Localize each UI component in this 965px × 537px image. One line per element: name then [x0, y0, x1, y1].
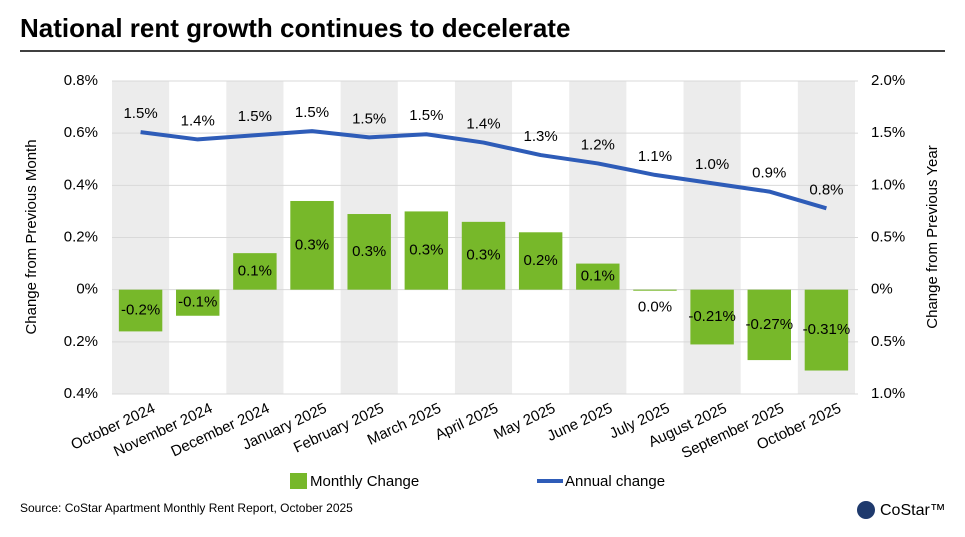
y-tick-label: 0.4% [64, 385, 98, 402]
line-value-label: 1.5% [295, 104, 329, 121]
y-tick-label: 0.2% [64, 333, 98, 350]
line-value-label: 1.4% [181, 112, 215, 129]
bar [233, 253, 277, 290]
x-tick-label: June 2025 [544, 400, 615, 445]
bar [747, 289, 791, 361]
y2-tick-label: 0.5% [871, 228, 905, 245]
logo-mark [857, 501, 875, 519]
line-value-label: 1.3% [524, 128, 558, 145]
legend-label: Monthly Change [310, 473, 419, 490]
line-value-label: 1.5% [123, 105, 157, 122]
line-value-label: 0.9% [752, 165, 786, 182]
bar-value-label: -0.2% [121, 302, 160, 319]
y2-tick-label: 0% [871, 281, 893, 298]
logo-text: CoStar™ [880, 502, 946, 519]
line-value-label: 1.5% [352, 110, 386, 127]
bar [176, 289, 220, 316]
source-note: Source: CoStar Apartment Monthly Rent Re… [20, 501, 353, 515]
y2-tick-label: 2.0% [871, 72, 905, 89]
y-axis-label: Change from Previous Month [23, 139, 40, 334]
chart-title: National rent growth continues to decele… [20, 13, 570, 43]
bar [290, 200, 334, 290]
bar-value-label: -0.21% [688, 308, 736, 325]
bar [804, 289, 849, 371]
bar-value-label: -0.1% [178, 294, 217, 311]
bar [404, 211, 449, 290]
bar-value-label: 0.3% [295, 236, 329, 253]
y-tick-label: 0.8% [64, 72, 98, 89]
line-value-label: 1.5% [238, 108, 272, 125]
y2-tick-label: 0.5% [871, 333, 905, 350]
bar-value-label: 0.3% [409, 242, 443, 259]
bar-value-label: 0.3% [352, 243, 386, 260]
line-value-label: 1.0% [695, 156, 729, 173]
bar-value-label: -0.31% [803, 321, 851, 338]
legend-swatch [290, 473, 307, 489]
line-value-label: 1.4% [466, 116, 500, 133]
legend-label: Annual change [565, 473, 665, 490]
y-tick-label: 0% [76, 281, 98, 298]
y-tick-label: 0.4% [64, 176, 98, 193]
bar [518, 232, 563, 290]
bar [461, 221, 506, 290]
line-value-label: 1.5% [409, 107, 443, 124]
bar [347, 214, 391, 290]
bar [690, 289, 734, 345]
bar-value-label: 0.3% [466, 247, 500, 264]
line-value-label: 1.1% [638, 148, 672, 165]
y-tick-label: 0.6% [64, 124, 98, 141]
y2-axis-label: Change from Previous Year [924, 145, 941, 328]
bar [576, 263, 620, 290]
line-value-label: 1.2% [581, 136, 615, 153]
y2-tick-label: 1.5% [871, 124, 905, 141]
line [140, 129, 827, 211]
logo: CoStar™ [857, 501, 946, 519]
bar-value-label: 0.0% [638, 299, 672, 316]
y2-tick-label: 1.0% [871, 176, 905, 193]
x-tick-label: April 2025 [432, 400, 500, 444]
y-tick-label: 0.2% [64, 228, 98, 245]
line-value-label: 0.8% [809, 181, 843, 198]
bar-value-label: 0.2% [524, 252, 558, 269]
bar-value-label: -0.27% [746, 316, 794, 333]
bar [633, 289, 677, 291]
bar [118, 289, 163, 332]
y2-tick-label: 1.0% [871, 385, 905, 402]
bar-value-label: 0.1% [581, 268, 615, 285]
bar-value-label: 0.1% [238, 262, 272, 279]
